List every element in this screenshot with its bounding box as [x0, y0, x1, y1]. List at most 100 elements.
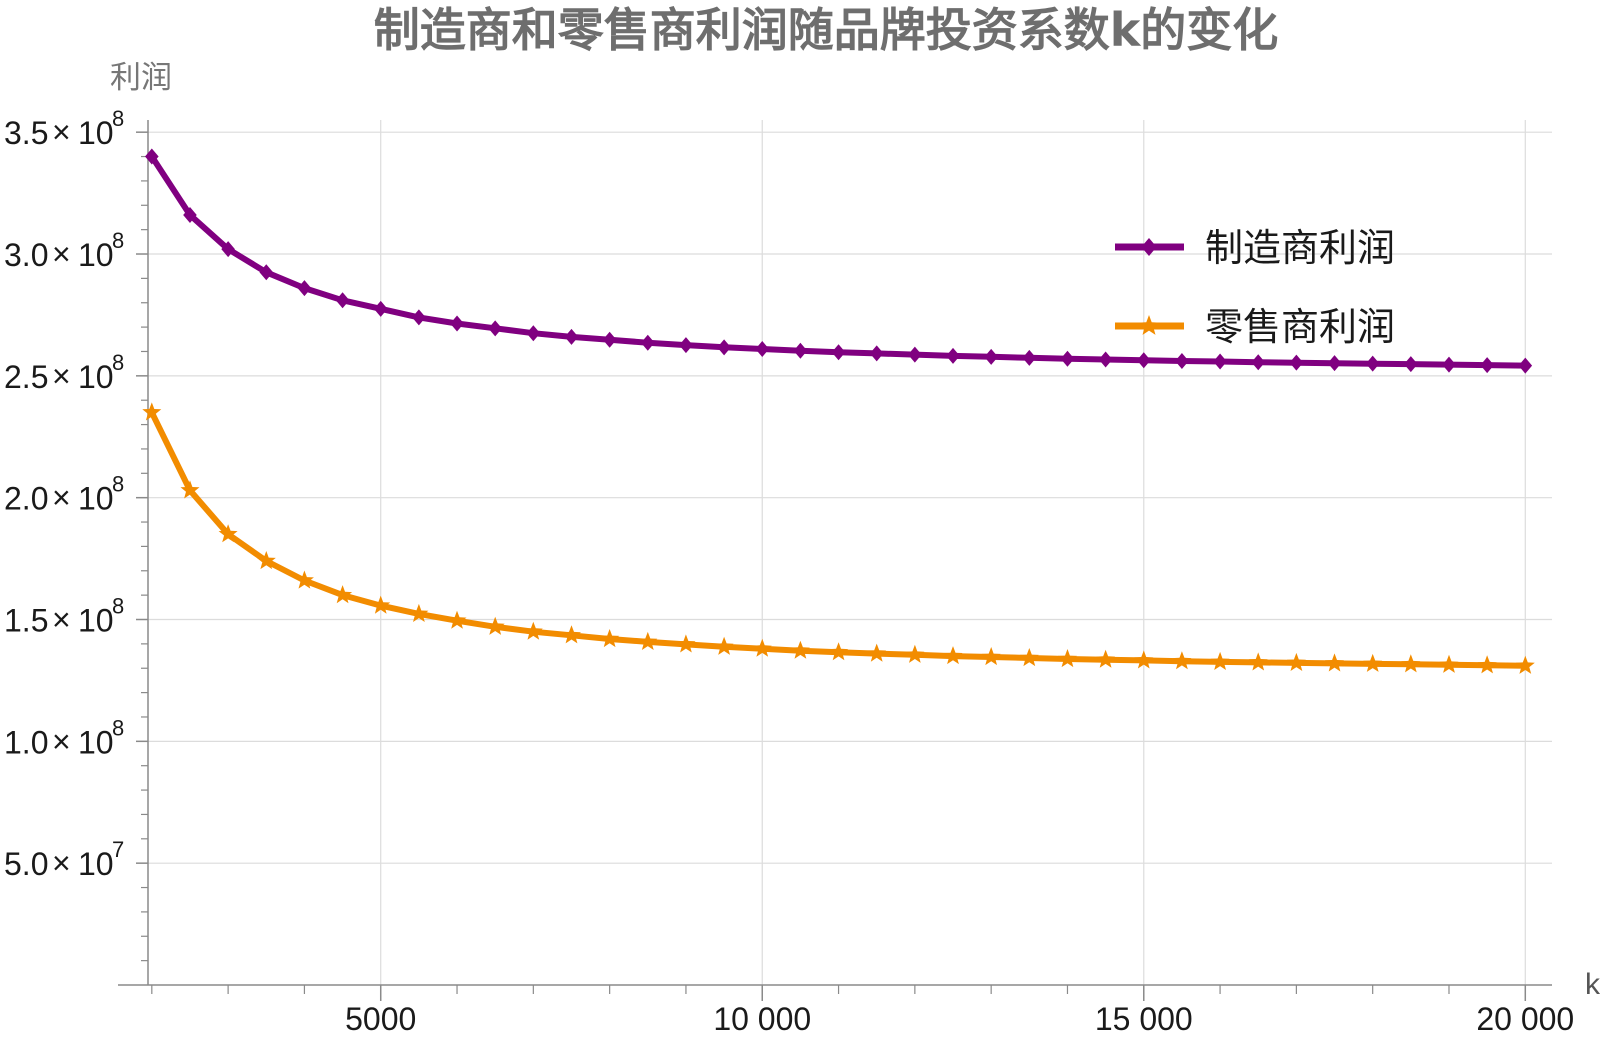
data-point-diamond	[1365, 355, 1380, 372]
data-point-diamond	[1136, 352, 1151, 369]
data-point-star	[1477, 655, 1497, 674]
legend-marker-star	[1138, 315, 1160, 335]
data-point-diamond	[1518, 357, 1533, 374]
data-point-diamond	[1251, 354, 1266, 371]
data-point-diamond	[869, 345, 884, 362]
data-point-star	[638, 631, 658, 650]
data-point-star	[1210, 651, 1230, 670]
data-point-diamond	[793, 342, 808, 359]
y-tick-times: ×	[52, 602, 71, 638]
y-tick-base: 10	[78, 481, 114, 517]
data-point-star	[1248, 652, 1268, 671]
data-point-star	[1439, 654, 1459, 673]
data-point-diamond	[908, 346, 922, 363]
data-point-diamond	[450, 315, 464, 332]
y-tick-base: 10	[78, 724, 114, 760]
data-point-star	[1134, 650, 1154, 669]
y-tick-base: 10	[78, 359, 114, 395]
data-point-star	[1401, 654, 1421, 673]
data-point-diamond	[1480, 357, 1494, 374]
data-point-star	[1286, 652, 1306, 671]
data-point-star	[1363, 653, 1383, 672]
legend-item: 制造商利润	[1115, 226, 1395, 270]
data-point-star	[752, 638, 772, 657]
data-point-star	[562, 625, 581, 644]
data-point-star	[1325, 653, 1344, 672]
axes	[118, 120, 1552, 986]
y-tick-exponent: 8	[112, 350, 124, 375]
data-point-diamond	[1213, 353, 1227, 370]
data-point-diamond	[526, 325, 541, 342]
data-point-star	[142, 402, 162, 421]
legend-marker-diamond	[1141, 238, 1157, 256]
data-point-diamond	[412, 309, 426, 326]
data-point-diamond	[1289, 354, 1304, 371]
y-tick-label: 3.5 × 108	[4, 106, 124, 151]
y-tick-label: 2.5 × 108	[4, 350, 124, 395]
chart-title: 制造商和零售商利润随品牌投资系数k的变化	[374, 3, 1279, 57]
legend-item: 零售商利润	[1115, 305, 1395, 349]
y-tick-times: ×	[52, 845, 71, 881]
data-point-diamond	[488, 320, 502, 337]
data-point-diamond	[1404, 356, 1418, 373]
data-point-star	[294, 570, 314, 589]
data-point-star	[981, 647, 1001, 666]
y-tick-mantissa: 1.0	[4, 724, 48, 760]
x-axis-label: k	[1585, 968, 1600, 1001]
y-tick-exponent: 8	[112, 715, 124, 740]
series-line	[148, 409, 1529, 669]
legend-label: 零售商利润	[1205, 305, 1395, 349]
data-point-diamond	[602, 331, 617, 348]
data-point-star	[333, 585, 353, 604]
data-point-star	[1172, 651, 1192, 670]
data-point-diamond	[679, 337, 693, 354]
data-point-star	[523, 621, 543, 640]
data-point-star	[1019, 648, 1039, 667]
y-tick-times: ×	[52, 114, 71, 150]
y-tick-label: 5.0 × 107	[4, 837, 124, 882]
data-point-star	[714, 636, 734, 655]
data-point-star	[218, 524, 238, 543]
data-point-diamond	[373, 300, 388, 317]
data-point-diamond	[1060, 350, 1075, 367]
data-point-diamond	[145, 148, 159, 165]
y-tick-label: 1.5 × 108	[4, 594, 124, 639]
y-tick-times: ×	[52, 358, 71, 394]
data-point-diamond	[183, 207, 197, 224]
data-point-star	[485, 616, 505, 635]
y-tick-exponent: 8	[112, 228, 124, 253]
y-tick-mantissa: 2.0	[4, 481, 48, 517]
series-retailer	[142, 402, 1535, 674]
data-point-star	[371, 595, 391, 614]
data-point-diamond	[221, 241, 235, 258]
data-point-diamond	[1327, 355, 1342, 372]
y-tick-exponent: 8	[112, 594, 124, 619]
data-point-diamond	[1442, 356, 1456, 373]
data-point-star	[1096, 649, 1116, 668]
y-tick-mantissa: 3.5	[4, 115, 48, 151]
y-tick-exponent: 8	[112, 106, 124, 131]
data-point-diamond	[259, 264, 274, 281]
y-tick-mantissa: 2.5	[4, 359, 48, 395]
x-tick-label: 10 000	[713, 1001, 811, 1037]
y-tick-exponent: 8	[112, 472, 124, 497]
data-point-star	[867, 643, 887, 662]
legend-label: 制造商利润	[1205, 226, 1395, 270]
data-point-diamond	[984, 348, 998, 365]
y-tick-base: 10	[78, 603, 114, 639]
y-tick-label: 3.0 × 108	[4, 228, 124, 273]
y-tick-times: ×	[52, 236, 71, 272]
data-point-star	[943, 646, 963, 665]
data-point-diamond	[1175, 352, 1189, 369]
data-point-diamond	[831, 344, 846, 361]
y-axis-label: 利润	[110, 60, 172, 96]
data-point-diamond	[1098, 351, 1113, 368]
data-point-star	[1058, 649, 1077, 668]
y-tick-base: 10	[78, 846, 114, 882]
data-point-star	[1515, 655, 1535, 674]
data-point-star	[790, 640, 810, 659]
y-tick-exponent: 7	[112, 837, 124, 862]
